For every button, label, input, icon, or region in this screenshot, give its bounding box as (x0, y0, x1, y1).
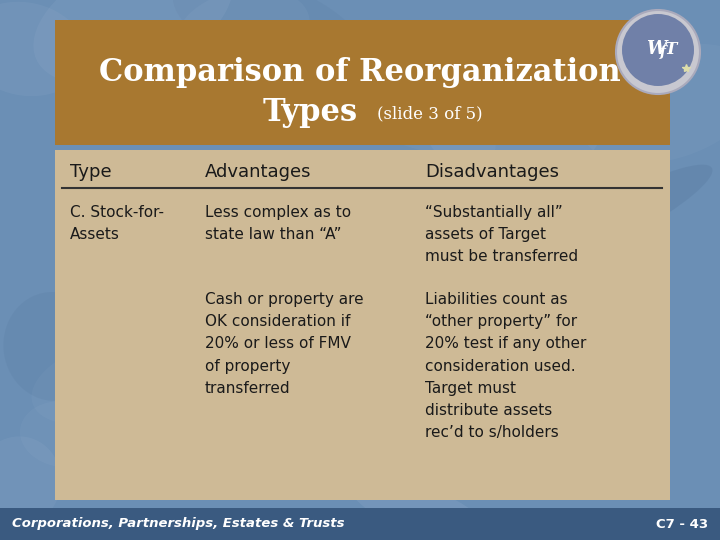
Ellipse shape (173, 0, 366, 82)
Text: T: T (664, 40, 676, 57)
Text: Less complex as to
state law than “A”: Less complex as to state law than “A” (205, 205, 351, 242)
Text: Types: Types (262, 98, 358, 129)
Text: C7 - 43: C7 - 43 (656, 517, 708, 530)
Ellipse shape (32, 340, 169, 424)
FancyBboxPatch shape (0, 508, 720, 540)
Circle shape (622, 14, 694, 86)
Ellipse shape (535, 165, 713, 266)
Ellipse shape (426, 78, 601, 180)
Text: “Substantially all”
assets of Target
must be transferred: “Substantially all” assets of Target mus… (425, 205, 578, 265)
Text: Type: Type (70, 163, 112, 181)
Text: Comparison of Reorganization: Comparison of Reorganization (99, 57, 621, 87)
Circle shape (616, 10, 700, 94)
Ellipse shape (534, 328, 630, 423)
Ellipse shape (343, 468, 510, 540)
Text: Cash or property are
OK consideration if
20% or less of FMV
of property
transfer: Cash or property are OK consideration if… (205, 292, 364, 396)
Ellipse shape (281, 49, 496, 159)
Ellipse shape (176, 0, 310, 73)
FancyBboxPatch shape (55, 150, 670, 500)
Ellipse shape (4, 292, 103, 401)
Text: Liabilities count as
“other property” for
20% test if any other
consideration us: Liabilities count as “other property” fo… (425, 292, 586, 440)
Text: Advantages: Advantages (205, 163, 312, 181)
Text: Corporations, Partnerships, Estates & Trusts: Corporations, Partnerships, Estates & Tr… (12, 517, 344, 530)
Text: C. Stock-for-
Assets: C. Stock-for- Assets (70, 205, 164, 242)
Text: f: f (660, 45, 666, 59)
Ellipse shape (579, 44, 720, 164)
Ellipse shape (128, 306, 320, 422)
Ellipse shape (175, 352, 339, 424)
Ellipse shape (549, 35, 629, 116)
Ellipse shape (65, 400, 197, 482)
Text: W: W (646, 40, 666, 58)
Ellipse shape (33, 0, 233, 84)
Ellipse shape (0, 2, 86, 96)
Ellipse shape (20, 401, 107, 467)
Ellipse shape (0, 436, 61, 527)
Ellipse shape (515, 381, 597, 485)
Ellipse shape (84, 267, 274, 370)
Text: (slide 3 of 5): (slide 3 of 5) (377, 105, 483, 123)
FancyBboxPatch shape (55, 20, 670, 145)
Text: Disadvantages: Disadvantages (425, 163, 559, 181)
